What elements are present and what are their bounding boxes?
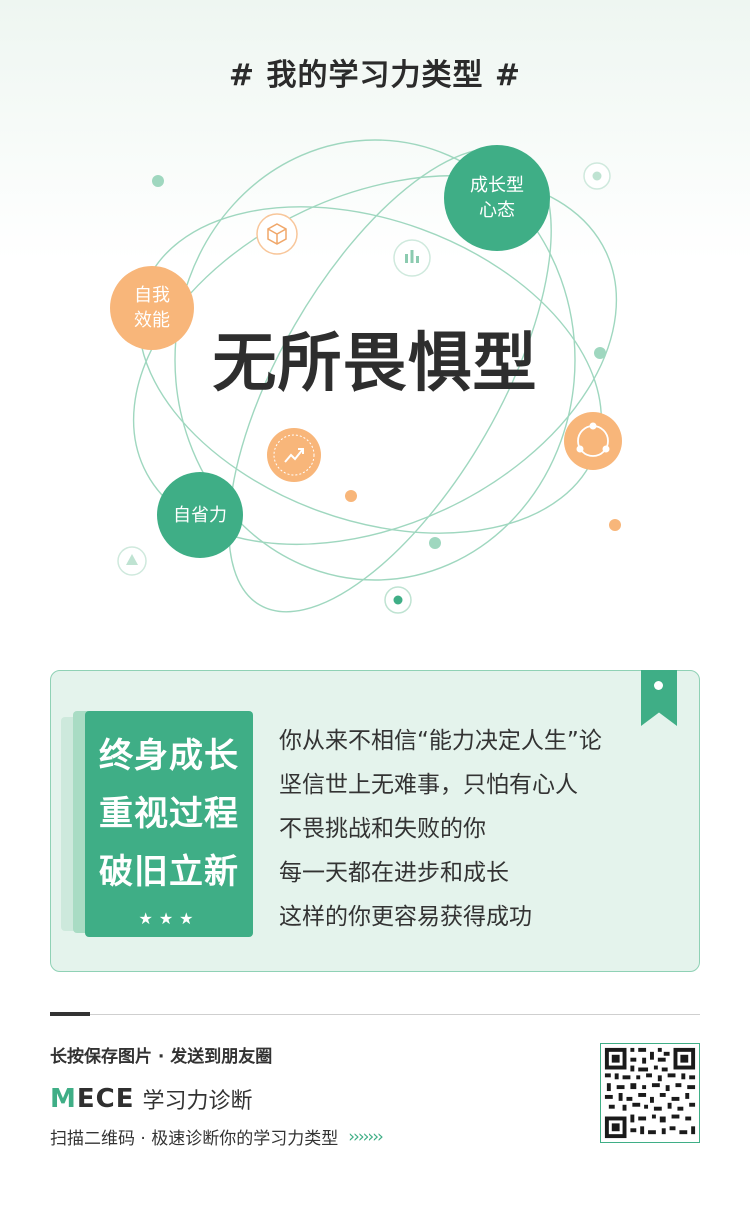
type-description: 你从来不相信“能力决定人生”论 坚信世上无难事，只怕有心人 不畏挑战和失败的你 … xyxy=(279,719,689,939)
footer-divider xyxy=(50,1014,700,1015)
star-icon: ★★★ xyxy=(138,909,200,928)
description-line: 这样的你更容易获得成功 xyxy=(279,904,532,930)
qr-code[interactable] xyxy=(600,1043,700,1143)
save-hint: 长按保存图片 · 发送到朋友圈 xyxy=(50,1047,273,1067)
traits-tag: 终身成长 重视过程 破旧立新 ★★★ xyxy=(85,711,253,937)
scan-hint-text: 扫描二维码 · 极速诊断你的学习力类型 xyxy=(50,1129,339,1149)
description-line: 坚信世上无难事，只怕有心人 xyxy=(279,772,578,798)
self-reflection-bubble: 自省力 xyxy=(157,472,243,558)
page-title: # 我的学习力类型 # xyxy=(228,58,522,93)
orbit-diagram xyxy=(117,139,622,614)
orbit-dot xyxy=(429,537,441,549)
cube-icon xyxy=(256,213,298,255)
triangle-icon xyxy=(117,546,147,576)
brand-name: 学习力诊断 xyxy=(142,1089,253,1114)
orbit-dot xyxy=(594,347,606,359)
brand-logo-rest: ECE xyxy=(76,1084,135,1114)
learning-type-name: 无所畏惧型 xyxy=(212,327,538,401)
trait-3: 破旧立新 xyxy=(99,852,239,892)
self-reflection-label: 自省力 xyxy=(173,504,227,526)
description-line: 不畏挑战和失败的你 xyxy=(279,816,486,842)
brand: MECE 学习力诊断 xyxy=(50,1083,253,1115)
orbit-dot xyxy=(345,490,357,502)
self-efficacy-label: 自我 效能 xyxy=(134,285,170,331)
dot-ring-icon xyxy=(384,586,412,614)
bar-chart-icon xyxy=(393,239,431,277)
arrows-icon: ››››››› xyxy=(348,1126,384,1147)
self-efficacy-bubble: 自我 效能 xyxy=(110,266,194,350)
description-line: 每一天都在进步和成长 xyxy=(279,860,509,886)
brand-logo-m: M xyxy=(50,1084,77,1114)
footer-divider-accent xyxy=(50,1012,90,1016)
orbit-dot xyxy=(152,175,164,187)
type-description-card: 终身成长 重视过程 破旧立新 ★★★ 你从来不相信“能力决定人生”论 坚信世上无… xyxy=(50,670,700,972)
growth-mindset-bubble: 成长型 心态 xyxy=(444,145,550,251)
dot-ring-icon xyxy=(583,162,611,190)
bookmark-icon xyxy=(641,670,677,726)
orbit-dot xyxy=(609,519,621,531)
trend-up-icon xyxy=(267,428,321,482)
description-line: 你从来不相信“能力决定人生”论 xyxy=(279,728,602,754)
scan-hint: 扫描二维码 · 极速诊断你的学习力类型 ››››››› xyxy=(50,1124,384,1150)
trait-2: 重视过程 xyxy=(99,794,239,834)
brand-logo: MECE xyxy=(50,1084,134,1114)
trait-1: 终身成长 xyxy=(99,736,239,776)
cycle-icon xyxy=(564,412,622,470)
growth-mindset-label: 成长型 心态 xyxy=(470,175,524,221)
